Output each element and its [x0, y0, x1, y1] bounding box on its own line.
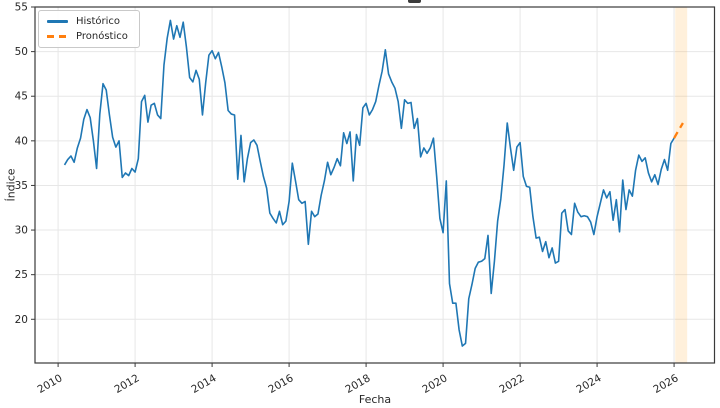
x-axis-label: Fecha	[358, 393, 392, 406]
x-tick-label: 2012	[112, 372, 141, 396]
y-tick-label: 50	[15, 46, 28, 58]
legend: Histórico Pronóstico	[38, 10, 140, 48]
legend-item-pronostico: Pronóstico	[47, 31, 128, 42]
y-tick-label: 40	[15, 135, 28, 147]
x-tick-label: 2020	[420, 372, 449, 396]
forecast-line	[673, 122, 684, 139]
x-tick-label: 2026	[651, 372, 680, 396]
legend-item-historico: Histórico	[47, 16, 128, 27]
y-tick-label: 25	[15, 269, 28, 281]
legend-label-historico: Histórico	[76, 16, 121, 27]
y-tick-label: 20	[15, 314, 28, 326]
x-tick-label: 2022	[497, 372, 526, 396]
x-tick-label: 2014	[189, 372, 218, 396]
y-tick-label: 30	[15, 225, 28, 237]
legend-label-pronostico: Pronóstico	[76, 31, 128, 42]
y-tick-label: 55	[15, 2, 28, 14]
forecast-line-swatch	[47, 35, 68, 38]
historical-line-swatch	[47, 20, 68, 23]
historical-line	[63, 19, 675, 347]
x-tick-label: 2016	[266, 372, 295, 396]
y-tick-label: 45	[15, 91, 28, 103]
y-axis-label: Índice	[4, 168, 18, 202]
forecast-band	[675, 7, 688, 363]
x-tick-label: 2010	[35, 372, 64, 396]
y-tick-label: 35	[15, 180, 28, 192]
clipped-title-fragment	[408, 0, 421, 3]
x-tick-label: 2024	[574, 372, 603, 396]
